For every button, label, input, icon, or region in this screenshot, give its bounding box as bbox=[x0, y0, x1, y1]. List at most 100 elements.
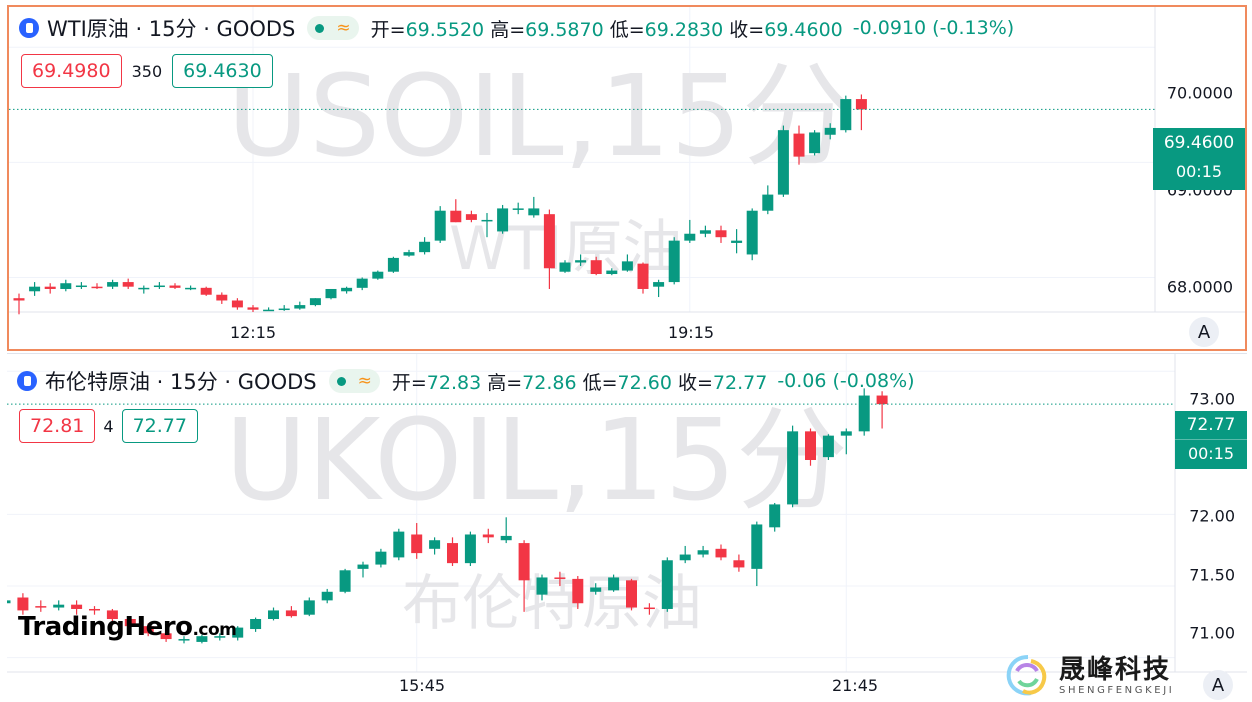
candle-body bbox=[160, 633, 172, 640]
candle-body bbox=[263, 309, 275, 312]
symbol-watermark-large: UKOIL,15分 bbox=[225, 396, 848, 526]
candle-body bbox=[339, 570, 351, 592]
candle-body bbox=[325, 288, 337, 299]
candle-body bbox=[762, 194, 774, 211]
candle-body bbox=[643, 607, 655, 610]
wti-chart-pane[interactable]: USOIL,15分 WTI原油 WTI原油 · 15分 · GOODS ≈ 开=6… bbox=[7, 5, 1247, 351]
brent-ohlc-values: 开=72.83 高=72.86 低=72.60 收=72.77 bbox=[391, 371, 768, 394]
symbol-logo-icon bbox=[19, 18, 39, 38]
candle-body bbox=[746, 210, 758, 255]
candle-body bbox=[809, 132, 821, 154]
brent-change: -0.06 (-0.08%) bbox=[777, 370, 915, 392]
candle-body bbox=[153, 285, 165, 288]
candle-body bbox=[637, 263, 649, 289]
candle-body bbox=[247, 307, 259, 310]
wti-x-tick: 12:15 bbox=[229, 323, 277, 342]
brand-swirl-icon bbox=[1006, 655, 1047, 696]
candle-body bbox=[357, 564, 369, 569]
candle-body bbox=[733, 560, 745, 568]
candle-body bbox=[178, 639, 190, 641]
candle-body bbox=[653, 282, 665, 287]
candle-body bbox=[106, 610, 118, 619]
candle-body bbox=[858, 395, 870, 432]
candle-body bbox=[309, 298, 321, 306]
candle-body bbox=[185, 287, 197, 290]
wti-auto-scale-button[interactable]: A bbox=[1189, 317, 1219, 347]
candle-body bbox=[840, 431, 852, 436]
wti-ohlc-values: 开=69.5520 高=69.5870 低=69.2830 收=69.4600 bbox=[370, 18, 843, 41]
brent-x-tick: 15:45 bbox=[398, 676, 446, 695]
candle-body bbox=[684, 233, 696, 241]
candle-body bbox=[196, 636, 208, 642]
approx-wave-icon: ≈ bbox=[357, 370, 372, 391]
wti-buy-button[interactable]: 69.4630 bbox=[172, 54, 273, 88]
candle-body bbox=[13, 298, 25, 301]
brent-y-tick: 73.00 bbox=[1189, 389, 1235, 409]
candle-body bbox=[769, 504, 781, 528]
brent-sell-button[interactable]: 72.81 bbox=[19, 409, 96, 443]
brent-x-tick: 21:45 bbox=[831, 676, 879, 695]
candle-body bbox=[341, 287, 353, 292]
candle-body bbox=[793, 133, 805, 157]
candle-body bbox=[715, 548, 727, 558]
wti-y-tick: 68.0000 bbox=[1166, 277, 1233, 297]
candle-body bbox=[661, 560, 673, 609]
candle-body bbox=[777, 130, 789, 195]
candle-body bbox=[697, 550, 709, 555]
wti-sell-button[interactable]: 69.4980 bbox=[21, 54, 122, 88]
candle-body bbox=[29, 286, 41, 292]
wti-x-tick: 19:15 bbox=[667, 323, 715, 342]
brent-chart-pane[interactable]: UKOIL,15分 布伦特原油 布伦特原油 · 15分 · GOODS ≈ 开=7… bbox=[7, 353, 1247, 701]
candle-body bbox=[824, 127, 836, 135]
candle-body bbox=[7, 600, 11, 604]
candle-body bbox=[559, 262, 571, 272]
wti-last-price-label: 69.4600 00:15 bbox=[1153, 128, 1245, 190]
candle-body bbox=[447, 543, 458, 564]
market-status-chip[interactable]: ≈ bbox=[328, 369, 380, 393]
symbol-logo-icon bbox=[17, 371, 37, 391]
shengfeng-brand-logo: 晟峰科技 SHENGFENGKEJI bbox=[1003, 651, 1174, 699]
candle-body bbox=[278, 308, 290, 311]
wti-y-tick: 70.0000 bbox=[1166, 83, 1233, 103]
candle-body bbox=[17, 597, 29, 611]
candle-body bbox=[518, 543, 530, 581]
tradinghero-logo: TradingHero.com bbox=[18, 612, 237, 642]
market-status-chip[interactable]: ≈ bbox=[307, 16, 359, 40]
candle-body bbox=[543, 214, 555, 269]
candle-body bbox=[294, 305, 306, 309]
candle-body bbox=[169, 285, 181, 288]
candle-body bbox=[590, 260, 602, 275]
wti-symbol-title[interactable]: WTI原油 · 15分 · GOODS bbox=[47, 17, 296, 41]
brent-symbol-title[interactable]: 布伦特原油 · 15分 · GOODS bbox=[45, 370, 317, 394]
candle-body bbox=[787, 431, 799, 505]
candle-body bbox=[53, 604, 65, 608]
candle-body bbox=[668, 240, 680, 283]
brent-buy-button[interactable]: 72.77 bbox=[121, 409, 198, 443]
candle-body bbox=[216, 294, 228, 301]
brent-last-price-label: 72.77 00:15 bbox=[1175, 411, 1247, 469]
brent-auto-scale-button[interactable]: A bbox=[1203, 670, 1233, 700]
candle-body bbox=[590, 587, 602, 592]
candle-body bbox=[572, 578, 584, 604]
candle-body bbox=[606, 270, 618, 275]
market-open-dot-icon bbox=[315, 23, 325, 33]
candle-body bbox=[403, 252, 415, 256]
candle-body bbox=[751, 524, 763, 569]
wti-change: -0.0910 (-0.13%) bbox=[852, 17, 1015, 39]
candle-body bbox=[138, 287, 150, 290]
candle-body bbox=[372, 271, 384, 279]
brent-y-tick: 72.00 bbox=[1189, 506, 1235, 526]
candle-body bbox=[434, 210, 446, 241]
wti-buy-sell-panel: 69.4980 350 69.4630 bbox=[21, 53, 273, 89]
candle-body bbox=[450, 210, 462, 223]
candle-body bbox=[91, 286, 103, 289]
candle-body bbox=[500, 535, 512, 541]
brent-buy-sell-panel: 72.81 4 72.77 bbox=[19, 408, 198, 444]
candle-body bbox=[575, 260, 587, 263]
candle-body bbox=[411, 534, 423, 554]
brent-bar-countdown: 00:15 bbox=[1175, 439, 1247, 468]
candle-body bbox=[321, 591, 333, 601]
candle-body bbox=[822, 435, 834, 458]
